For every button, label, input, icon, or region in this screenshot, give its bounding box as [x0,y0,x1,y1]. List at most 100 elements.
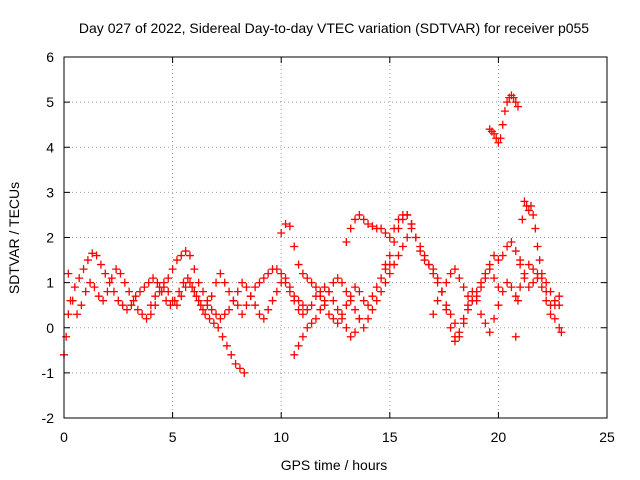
data-point [64,269,73,278]
data-point [381,278,390,287]
data-point [333,319,342,328]
data-point [381,228,390,237]
data-point [481,274,490,283]
series-trace-i [429,238,566,337]
data-point [205,314,214,323]
data-point [550,314,559,323]
data-point [94,292,103,301]
data-point [342,287,351,296]
data-point [290,350,299,359]
axes: 0 5 10 15 20 25 -2 -1 0 1 2 3 4 5 6 [42,49,615,445]
data-point [520,197,529,206]
data-point [83,256,92,265]
data-point [107,274,116,283]
data-point [390,260,399,269]
data-point [398,242,407,251]
data-point [103,287,112,296]
data-point [222,341,231,350]
data-point [359,323,368,332]
data-point [168,265,177,274]
data-point [329,278,338,287]
data-point [364,219,373,228]
y-tick-label: 4 [46,139,54,155]
data-point [524,206,533,215]
data-point [463,292,472,301]
data-point [381,260,390,269]
data-point [86,278,95,287]
data-point [511,247,520,256]
data-point [424,260,433,269]
data-point [285,222,294,231]
data-point [242,301,251,310]
data-point [122,305,131,314]
data-point [509,93,518,102]
data-point [70,283,79,292]
data-point [164,287,173,296]
y-axis-label: SDTVAR / TECUs [6,182,22,294]
data-point [207,292,216,301]
data-point [535,256,544,265]
data-point [64,310,73,319]
data-point [511,332,520,341]
data-point [227,350,236,359]
data-point [251,283,260,292]
data-point [172,256,181,265]
data-point [129,296,138,305]
data-point [472,296,481,305]
data-point [377,224,386,233]
data-point [131,292,140,301]
data-point [272,287,281,296]
data-point [320,296,329,305]
data-point [455,274,464,283]
data-point [450,319,459,328]
data-point [542,278,551,287]
data-point [537,269,546,278]
data-point [503,278,512,287]
data-point [151,292,160,301]
data-point [463,301,472,310]
data-point [442,278,451,287]
data-point [118,301,127,310]
data-point [468,287,477,296]
data-point [255,278,264,287]
y-tick-label: 1 [46,275,54,291]
data-point [498,251,507,260]
data-point [209,319,218,328]
data-point [298,332,307,341]
data-point [225,305,234,314]
data-point [351,283,360,292]
data-point [181,247,190,256]
y-tick-label: 2 [46,230,54,246]
data-point [398,215,407,224]
data-point [183,274,192,283]
data-point [277,269,286,278]
data-point [500,107,509,116]
data-point [231,359,240,368]
data-point [485,328,494,337]
data-point [75,274,84,283]
x-tick-label: 5 [169,429,177,445]
data-point [264,305,273,314]
data-point [272,265,281,274]
x-tick-label: 20 [491,429,507,445]
data-point [385,233,394,242]
data-point [557,328,566,337]
data-point [136,287,145,296]
series-trace-j [485,91,522,147]
x-axis-label: GPS time / hours [281,457,388,473]
data-point [518,215,527,224]
x-tick-label: 0 [60,429,68,445]
data-point [550,301,559,310]
y-tick-label: 5 [46,94,54,110]
data-point [477,283,486,292]
data-point [149,274,158,283]
data-point [420,256,429,265]
data-point [446,310,455,319]
data-point [298,301,307,310]
data-point [364,314,373,323]
data-point [164,274,173,283]
data-point [355,210,364,219]
data-point [168,296,177,305]
data-point [90,283,99,292]
